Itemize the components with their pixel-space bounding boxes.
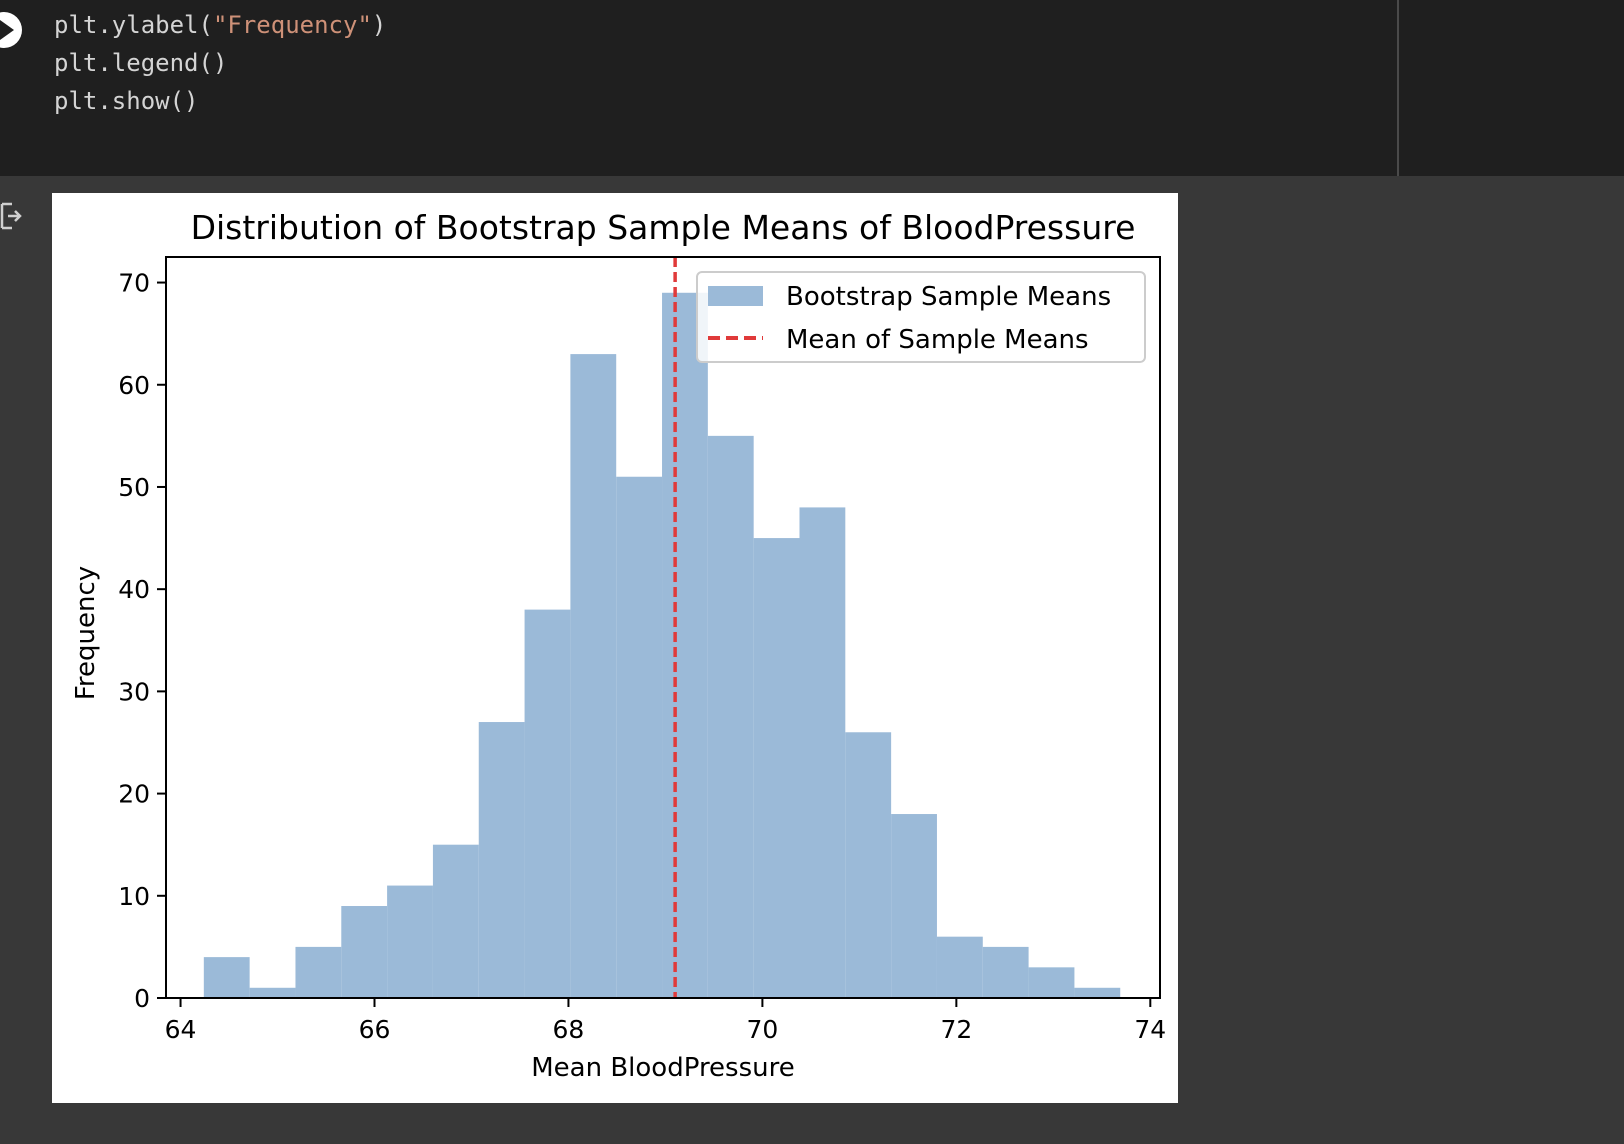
- histogram-bar: [249, 987, 296, 998]
- x-tick-label: 74: [1134, 1015, 1166, 1044]
- histogram-bar: [616, 476, 663, 998]
- histogram-bar: [341, 906, 388, 998]
- y-axis-ticks: 0 10 20 30 40 50 60 70: [118, 269, 166, 1013]
- histogram-bar: [524, 609, 571, 998]
- y-tick-label: 50: [118, 473, 150, 502]
- histogram-bar: [295, 946, 342, 998]
- legend-label: Mean of Sample Means: [786, 325, 1089, 355]
- histogram-bar: [936, 936, 983, 998]
- histogram-bar: [845, 732, 892, 998]
- x-axis-label: Mean BloodPressure: [531, 1053, 795, 1083]
- histogram-bar: [891, 814, 937, 998]
- legend-box: [696, 271, 1146, 363]
- legend: Bootstrap Sample Means Mean of Sample Me…: [696, 271, 1146, 363]
- x-tick-label: 68: [553, 1015, 585, 1044]
- code-line: plt.show(): [54, 87, 199, 115]
- code-line: plt.ylabel("Frequency"): [54, 11, 387, 39]
- legend-label: Bootstrap Sample Means: [786, 282, 1111, 312]
- y-tick-label: 60: [118, 371, 150, 400]
- histogram-bar: [662, 292, 708, 998]
- histogram-bar: [707, 435, 754, 998]
- histogram-bar: [799, 507, 846, 998]
- code-editor[interactable]: plt.ylabel("Frequency") plt.legend() plt…: [54, 6, 386, 120]
- chart-title: Distribution of Bootstrap Sample Means o…: [191, 208, 1136, 247]
- x-tick-label: 70: [746, 1015, 778, 1044]
- histogram-bar: [478, 722, 525, 998]
- y-tick-label: 10: [118, 882, 150, 911]
- output-redirect-icon[interactable]: [0, 200, 24, 232]
- y-axis-label: Frequency: [71, 566, 101, 700]
- plot-frame: [165, 256, 1161, 999]
- y-tick-label: 30: [118, 677, 150, 706]
- x-tick-label: 64: [165, 1015, 197, 1044]
- x-tick-label: 66: [359, 1015, 391, 1044]
- code-cell[interactable]: plt.ylabel("Frequency") plt.legend() plt…: [0, 0, 1624, 176]
- histogram-bar: [1074, 987, 1121, 998]
- histogram-bar: [203, 957, 250, 998]
- y-tick-label: 0: [134, 984, 150, 1013]
- x-axis-ticks: 64 66 68 70 72 74: [165, 998, 1166, 1044]
- histogram-bars: [203, 292, 1121, 998]
- y-tick-label: 70: [118, 269, 150, 298]
- cell-divider: [1397, 0, 1399, 176]
- x-tick-label: 72: [940, 1015, 972, 1044]
- histogram-chart: 64 66 68 70 72 74 0 10 20 30 40 50 60 70 Distributio…: [71, 208, 1166, 1083]
- run-cell-button[interactable]: [0, 12, 22, 48]
- cell-output-figure: 64 66 68 70 72 74 0 10 20 30 40 50 60 70 Distributio…: [52, 193, 1178, 1103]
- y-tick-label: 40: [118, 575, 150, 604]
- histogram-bar: [753, 538, 800, 998]
- code-line: plt.legend(): [54, 49, 228, 77]
- histogram-bar: [387, 885, 433, 998]
- y-tick-label: 20: [118, 780, 150, 809]
- histogram-bar: [982, 946, 1029, 998]
- histogram-bar: [432, 844, 479, 998]
- run-icon: [0, 20, 14, 40]
- legend-swatch-bars: [708, 286, 763, 306]
- histogram-bar: [1028, 967, 1075, 998]
- histogram-bar: [570, 354, 617, 998]
